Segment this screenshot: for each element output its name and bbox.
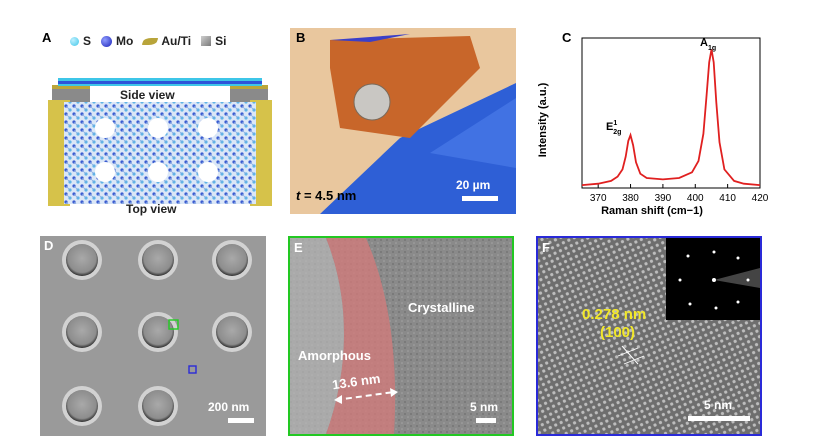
peak-label-e2g: E1 2g	[606, 120, 621, 136]
x-tick-label: 380	[622, 193, 639, 204]
x-tick-label: 410	[719, 193, 736, 204]
panel-b-scale-label: 20 µm	[456, 178, 491, 192]
lattice-plane-label: (100)	[600, 324, 636, 341]
panel-a: A S Mo Au/Ti Si Side view	[40, 28, 280, 218]
gold-flake-icon	[142, 37, 159, 45]
au-contact-left	[52, 85, 90, 89]
legend-item-s: S	[70, 34, 91, 48]
green-roi-marker	[168, 319, 179, 330]
flake-edge-fold	[330, 34, 410, 42]
lattice-tick-b	[623, 355, 645, 365]
silicon-cube-icon	[201, 36, 212, 46]
panel-d-scale-bar	[228, 418, 254, 423]
panel-d-label: D	[44, 238, 54, 253]
arrowhead-left	[334, 395, 342, 404]
holes	[95, 118, 218, 182]
panel-c-label: C	[562, 30, 572, 45]
legend-item-si: Si	[201, 34, 226, 48]
panel-f-label: F	[542, 240, 550, 255]
lattice-spacing-marker	[621, 345, 639, 365]
panel-f-scale-label: 5 nm	[704, 398, 733, 412]
arrowhead-right	[390, 388, 398, 397]
optical-micrograph	[320, 34, 516, 214]
y-axis-label: Intensity (a.u.)	[537, 82, 549, 157]
mos2-lattice-sheet	[64, 102, 256, 204]
thick-flake	[320, 83, 516, 214]
top-view-diagram	[48, 100, 272, 206]
panel-d-scale-label: 200 nm	[208, 400, 250, 414]
sulfur-atom-icon	[70, 36, 79, 46]
legend-label-s: S	[83, 34, 92, 48]
x-tick-label: 400	[687, 193, 704, 204]
side-view-diagram	[52, 78, 268, 102]
peak-label-a1g: A1g	[700, 37, 716, 52]
crystalline-label: Crystalline	[408, 300, 475, 315]
x-axis-label: Raman shift (cm−1)	[601, 205, 703, 217]
sem-image	[62, 240, 252, 426]
amorphous-label: Amorphous	[298, 348, 371, 363]
hrtem-image	[538, 238, 760, 434]
panel-e: E Crystalline Amorphous 13.6 nm 5 nm	[288, 236, 514, 436]
panel-e-scale-bar	[476, 418, 496, 423]
panel-a-label: A	[42, 30, 52, 45]
mos2-layer-mid	[58, 81, 262, 84]
legend-item-auti: Au/Ti	[142, 34, 192, 48]
panel-d: D 200 nm	[40, 236, 266, 436]
panel-b-label: B	[296, 30, 306, 45]
panel-b-scale-bar	[462, 196, 498, 201]
x-tick-label: 420	[752, 193, 769, 204]
thickness-value: = 4.5 nm	[300, 188, 357, 203]
tem-image-e	[290, 238, 512, 434]
lattice-spacing-label: 0.278 nm	[582, 306, 647, 323]
si-support-right	[230, 88, 268, 102]
legend-item-mo: Mo	[101, 34, 133, 48]
sem-holes	[62, 240, 252, 426]
thickness-symbol: t	[296, 188, 301, 203]
lattice-tick-a	[617, 347, 639, 357]
x-tick-label: 390	[655, 193, 672, 204]
suspended-hole	[353, 83, 391, 121]
chart-axes	[581, 37, 761, 189]
mos2-layer-bottom	[58, 84, 262, 86]
x-tick-labels: 370 380 390 400 410 420	[590, 193, 769, 204]
side-view-caption: Side view	[120, 88, 175, 102]
raman-chart: 370 380 390 400 410 420 Raman shift (cm−1) In…	[537, 37, 769, 217]
legend-label-auti: Au/Ti	[161, 34, 192, 48]
thick-flake-step	[430, 98, 516, 168]
panel-b: B t = 4.5 nm 20 µm	[290, 28, 516, 214]
panel-e-label: E	[294, 240, 303, 255]
top-view-caption: Top view	[126, 202, 177, 216]
legend: S Mo Au/Ti Si	[70, 34, 226, 48]
panel-c: C 370 380 390 400 410 420 Raman shift (cm−1) …	[534, 28, 774, 220]
panel-f: F 0.278 nm (100) 5 nm	[536, 236, 762, 436]
panel-f-scale-bar	[688, 416, 750, 421]
raman-spectrum-line	[581, 49, 761, 186]
legend-label-si: Si	[215, 34, 227, 48]
legend-label-mo: Mo	[116, 34, 134, 48]
thickness-annotation: t = 4.5 nm	[296, 188, 356, 203]
fft-inset	[666, 238, 760, 320]
molybdenum-atom-icon	[101, 35, 113, 47]
amorphous-region-highlight	[326, 238, 396, 434]
vacuum-region	[290, 238, 344, 434]
panel-e-scale-label: 5 nm	[470, 400, 499, 414]
au-contact-right	[230, 85, 268, 89]
si-support-left	[52, 88, 90, 102]
plot-frame	[581, 37, 761, 189]
x-tick-label: 370	[590, 193, 607, 204]
blue-roi-marker	[188, 365, 197, 374]
